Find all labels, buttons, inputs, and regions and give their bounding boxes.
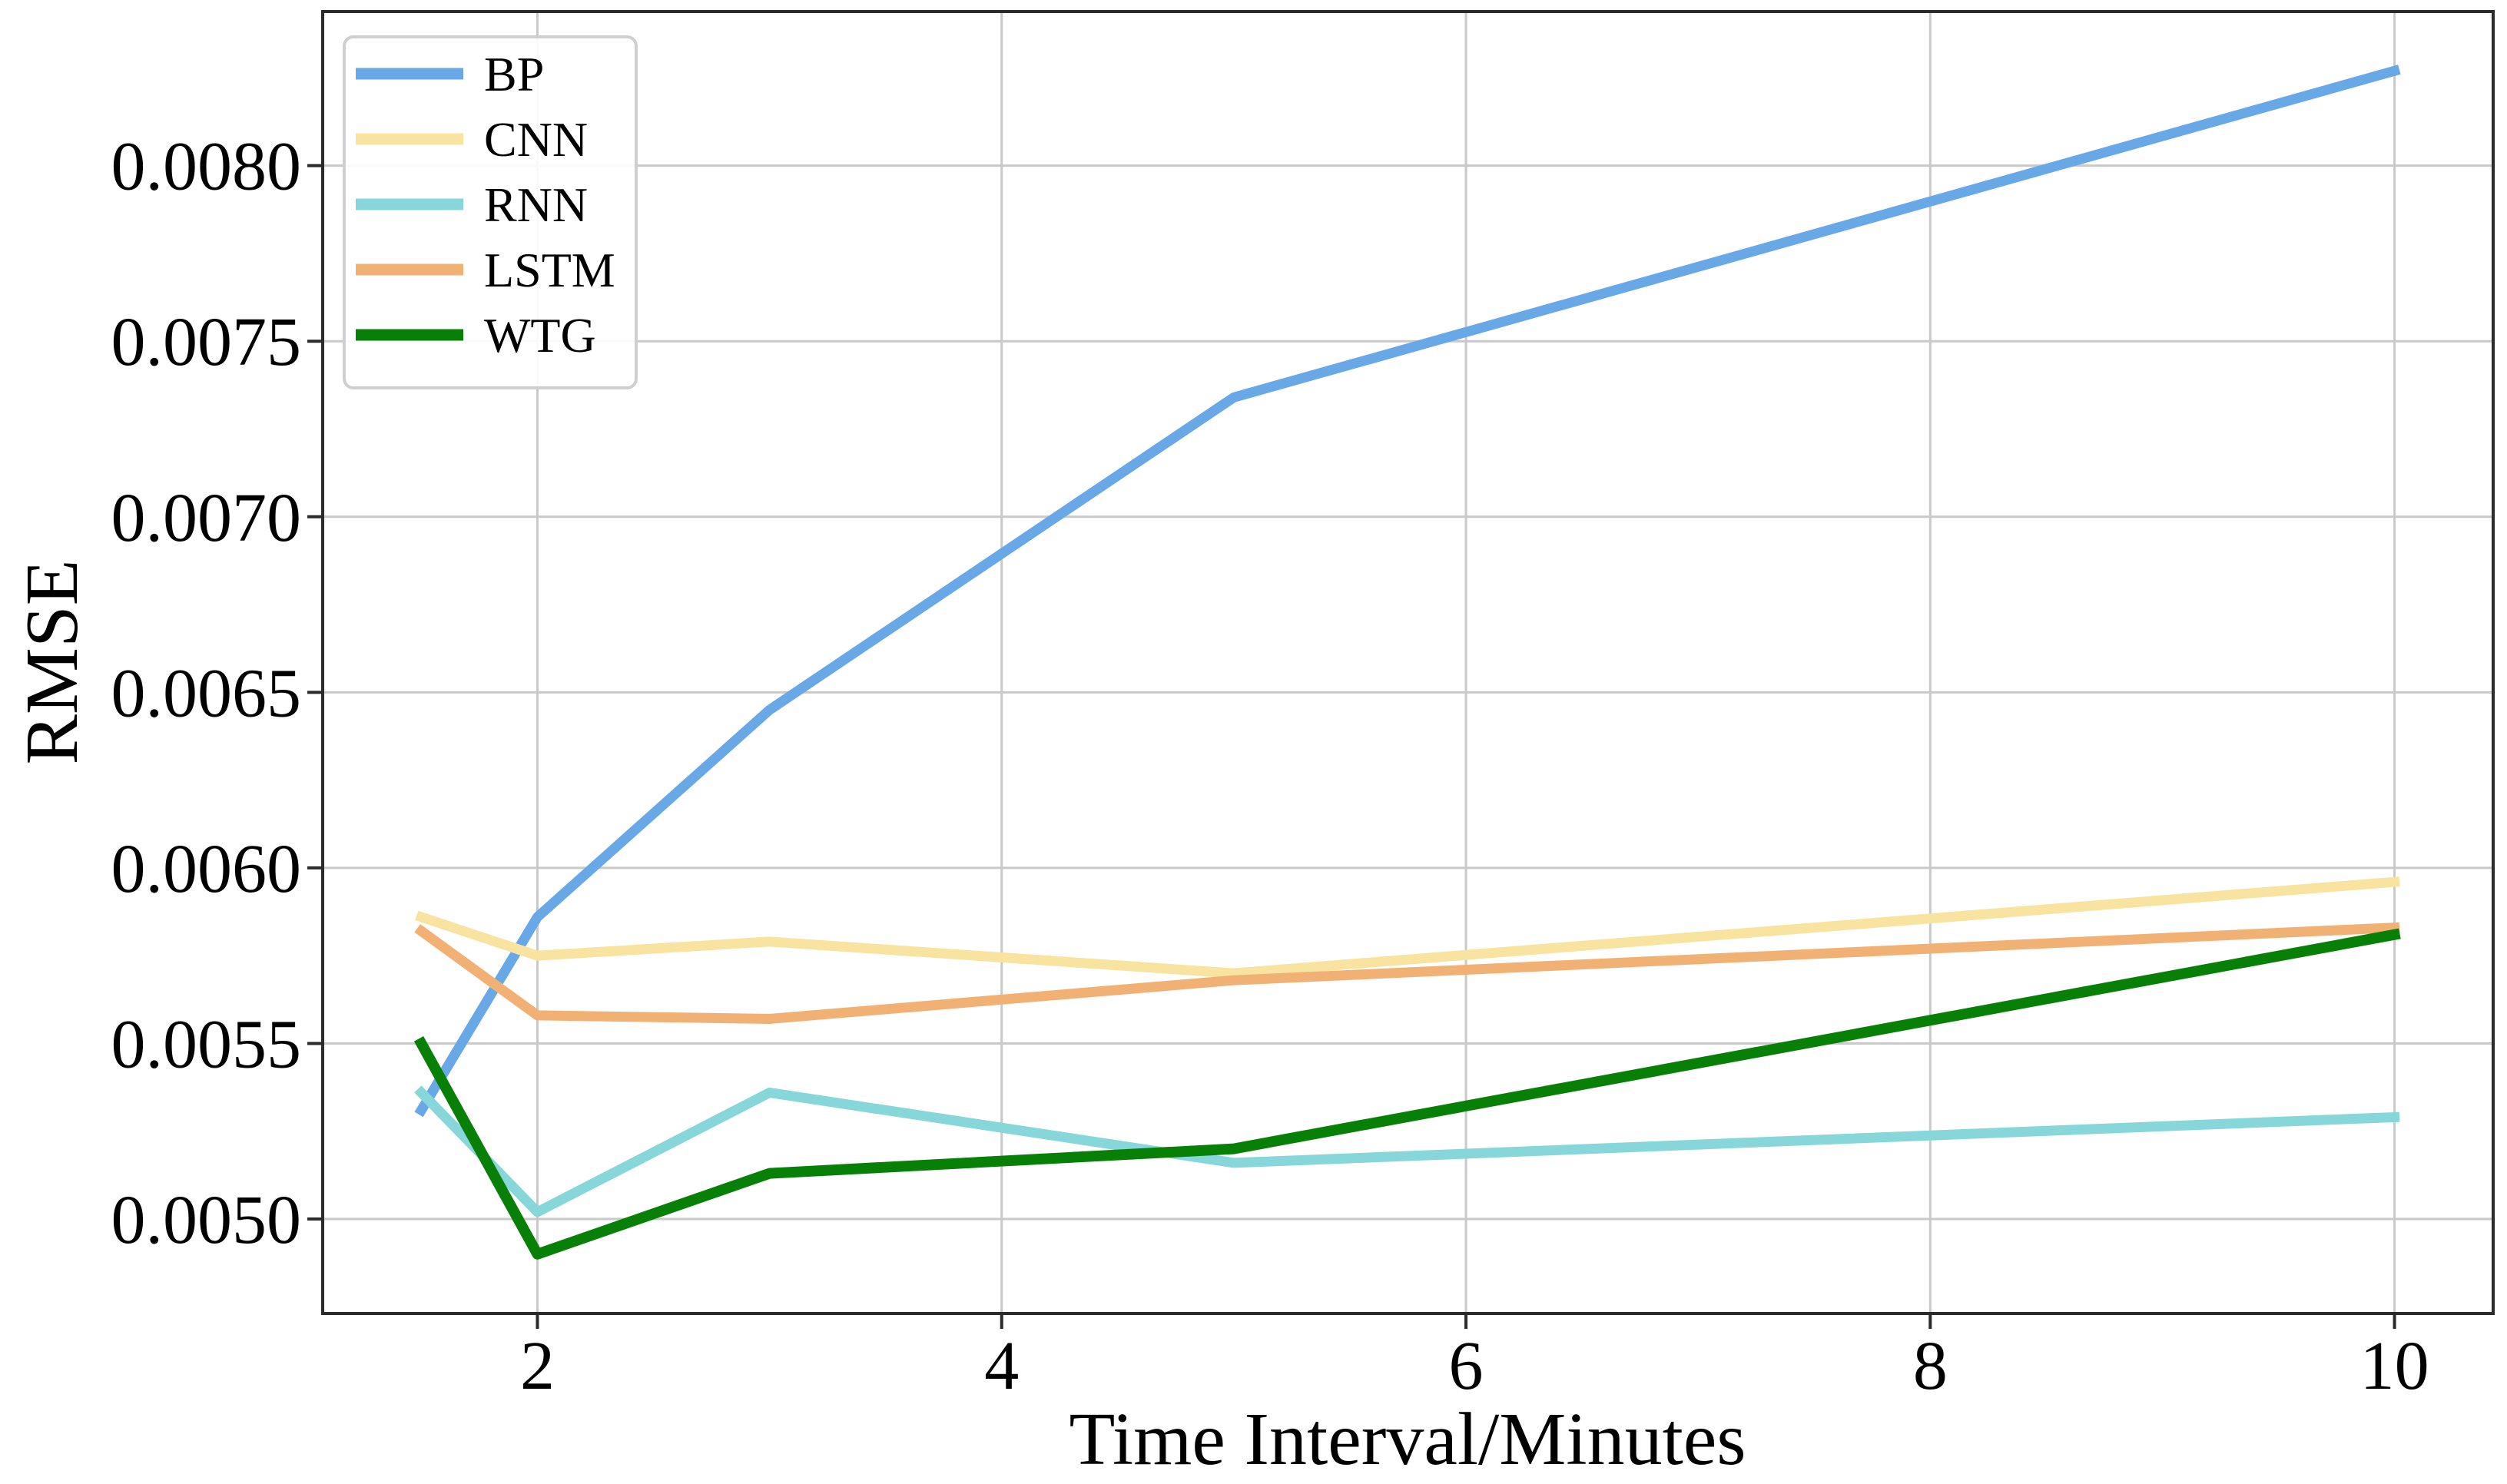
plot-border [321, 10, 2495, 1315]
x-tick-label: 4 [984, 1328, 1019, 1404]
y-tick-labels: 0.0050 0.0055 0.0060 0.0065 0.0070 0.0075 0.00… [111, 129, 302, 1258]
axis-ticks [307, 164, 2396, 1329]
y-tick-label: 0.0055 [111, 1006, 302, 1082]
series-line-RNN [414, 1085, 2400, 1217]
series-line-BP [414, 65, 2401, 1118]
data-series [413, 65, 2401, 1260]
x-tick-labels: 2 4 6 8 10 [520, 1328, 2429, 1404]
legend-label-LSTM: LSTM [484, 243, 615, 297]
legend-label-WTG: WTG [484, 308, 596, 363]
series-line-WTG [413, 928, 2401, 1260]
x-tick-label: 6 [1449, 1328, 1484, 1404]
y-tick-label: 0.0080 [111, 129, 302, 205]
legend-label-RNN: RNN [484, 177, 588, 232]
y-tick-label: 0.0070 [111, 480, 302, 556]
legend-label-CNN: CNN [484, 112, 588, 167]
x-tick-label: 2 [520, 1328, 555, 1404]
y-tick-label: 0.0050 [111, 1182, 302, 1258]
x-axis-label: Time Interval/Minutes [1069, 1398, 1746, 1481]
grid-lines [323, 12, 2493, 1313]
y-tick-label: 0.0075 [111, 304, 302, 380]
series-line-LSTM [414, 922, 2400, 1024]
series-line-CNN [415, 876, 2400, 979]
x-tick-label: 10 [2360, 1328, 2429, 1404]
legend: BP CNN RNN LSTM WTG [343, 35, 638, 389]
y-axis-label: RMSE [11, 560, 94, 765]
y-tick-label: 0.0065 [111, 655, 302, 731]
x-tick-label: 8 [1913, 1328, 1948, 1404]
y-tick-label: 0.0060 [111, 831, 302, 907]
legend-box [343, 35, 638, 389]
legend-label-BP: BP [484, 47, 544, 101]
